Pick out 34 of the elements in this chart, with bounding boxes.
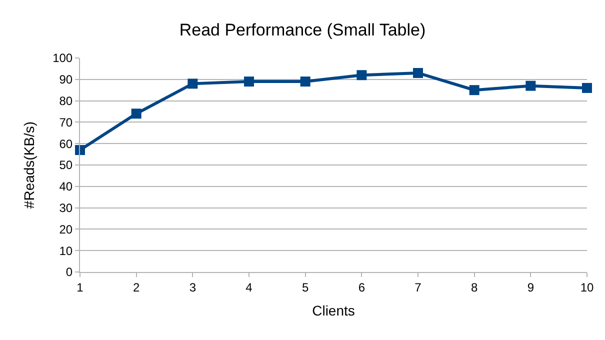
chart-title: Read Performance (Small Table) (179, 20, 426, 40)
y-tick-label: 70 (59, 115, 73, 130)
x-tick-label: 1 (76, 280, 84, 294)
point (300, 76, 310, 87)
point (356, 70, 367, 80)
x-tick-label: 3 (189, 280, 196, 294)
x-tick-label: 6 (358, 280, 366, 294)
point (131, 108, 142, 119)
y-tick-label: 20 (59, 222, 73, 236)
y-axis-title: #Reads(KB/s) (21, 121, 38, 209)
y-tick-label: 40 (59, 180, 73, 194)
y-tick-label: 0 (66, 265, 73, 280)
point (188, 78, 198, 89)
x-tick-label: 4 (246, 280, 253, 294)
y-tick-label: 50 (59, 158, 73, 172)
x-tick-label: 5 (302, 280, 309, 294)
point (582, 82, 592, 93)
y-tick-label: 10 (59, 244, 73, 258)
x-axis-title: Clients (312, 302, 355, 319)
point (75, 145, 85, 156)
x-tick-label: 9 (527, 280, 534, 294)
point (469, 85, 480, 96)
y-tick-label: 30 (59, 201, 73, 215)
x-tick-label: 2 (132, 280, 140, 294)
point (413, 68, 423, 78)
x-tick-label: 10 (580, 280, 594, 294)
x-tick-label: 7 (414, 280, 422, 294)
x-tick-label: 8 (470, 280, 478, 294)
y-tick-label: 80 (59, 94, 73, 108)
point (526, 80, 536, 91)
y-tick-label: 100 (52, 51, 73, 66)
y-tick-label: 60 (59, 136, 73, 151)
point (244, 76, 254, 87)
y-tick-label: 90 (59, 72, 73, 87)
